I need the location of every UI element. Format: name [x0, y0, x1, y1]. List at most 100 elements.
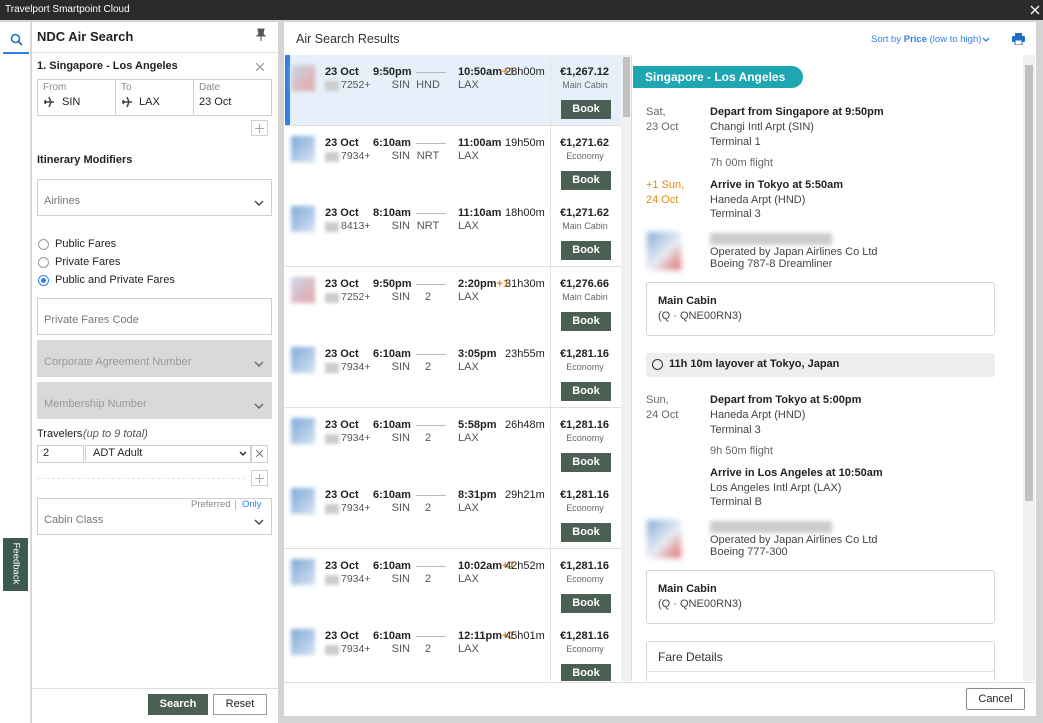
arrive-time: 5:58pm [458, 418, 497, 431]
airline-logo [291, 65, 315, 91]
origin: SIN [391, 431, 410, 444]
book-button[interactable]: Book [561, 311, 611, 331]
pin-icon[interactable] [255, 28, 267, 42]
traveler-count-input[interactable] [37, 445, 84, 463]
destination: LAX [458, 220, 479, 232]
depart-time: 6:10am [373, 136, 411, 149]
origin: SIN [391, 290, 410, 303]
traveler-type-select[interactable] [85, 445, 251, 463]
book-button[interactable]: Book [561, 241, 611, 260]
book-button[interactable]: Book [561, 100, 611, 119]
flight-time: 7h 00m flight [710, 157, 773, 169]
radio-button[interactable] [38, 239, 49, 250]
book-button[interactable]: Book [561, 170, 611, 190]
date: 23 Oct [325, 66, 359, 78]
to-field[interactable] [115, 79, 194, 116]
feedback-label[interactable]: Feedback [10, 542, 22, 585]
membership-input [37, 382, 272, 419]
book-button[interactable]: Book [561, 452, 611, 472]
sort-chevron [982, 37, 990, 42]
radio-label[interactable]: Private Fares [55, 256, 121, 268]
cabin-name: Main Cabin [658, 583, 717, 595]
depart-airport: Changi Intl Arpt (SIN) [710, 121, 814, 133]
flight-number: 7934+ [341, 643, 371, 655]
origin: SIN [391, 643, 410, 655]
arrive-time: 10:02am [458, 559, 503, 572]
segment-title: 1. Singapore - Los Angeles [37, 60, 178, 72]
price-column [550, 548, 551, 619]
scrollbar-thumb [623, 57, 630, 117]
result-row[interactable]: 23 Oct 6:10am 7934+ SIN 2 5:58pm LAX 26h48m €1,2… [285, 407, 621, 479]
airline-name-blurred [710, 233, 832, 245]
price-column [550, 125, 551, 196]
price-column [550, 196, 551, 266]
via: NRT [416, 220, 440, 232]
airline-name-blurred [325, 363, 339, 373]
radio-button[interactable] [38, 257, 49, 268]
operated-by: Operated by Japan Airlines Co Ltd [710, 534, 878, 546]
result-row[interactable]: 23 Oct 6:10am 7934+ SIN 2 8:31pm LAX 29h21m €1,2… [285, 478, 621, 549]
airlines-dropdown[interactable] [37, 179, 272, 216]
cancel-button[interactable]: Cancel [966, 688, 1025, 710]
sort-control[interactable]: Sort by Price (low to high) [871, 34, 981, 45]
arrive-time: 12:11pm [458, 630, 503, 642]
window-title: Travelport Smartpoint Cloud [5, 4, 130, 15]
result-row[interactable]: 23 Oct 8:10am 8413+ SIN NRT 11:10am LAX 18h00m €… [285, 196, 621, 267]
destination: LAX [458, 502, 479, 514]
from-field[interactable] [37, 79, 116, 116]
cabin-name: Main Cabin [658, 295, 717, 307]
date: 23 Oct [325, 277, 359, 290]
airline-logo [291, 417, 315, 444]
duration: 18h00m [505, 207, 545, 219]
duration: 42h52m [505, 559, 545, 572]
remove-segment[interactable] [256, 63, 264, 71]
book-button[interactable]: Book [561, 593, 611, 613]
book-button[interactable]: Book [561, 664, 611, 681]
depart-time: 8:10am [373, 207, 411, 219]
result-row[interactable]: 23 Oct 6:10am 7934+ SIN 2 3:05pm LAX 23h55m €1,2… [285, 337, 621, 408]
date-field[interactable] [193, 79, 272, 116]
print-icon[interactable] [1012, 33, 1025, 45]
result-row[interactable]: 23 Oct 6:10am 7934+ SIN 2 12:11pm+1 LAX 45h01m €… [285, 619, 621, 681]
close-window[interactable] [1030, 5, 1040, 15]
chevron [254, 519, 264, 525]
search-button[interactable]: Search [148, 694, 208, 715]
only-option[interactable]: Only [242, 499, 262, 510]
destination: LAX [458, 149, 479, 162]
depart-time: 9:50pm [373, 277, 412, 290]
route-line [416, 424, 446, 426]
arrive-day: +1 Sun, [646, 179, 685, 191]
duration: 45h01m [505, 630, 545, 642]
airline-logo [291, 488, 315, 514]
radio-label[interactable]: Public and Private Fares [55, 274, 175, 286]
price: €1,281.16 [560, 348, 609, 360]
airline-logo [291, 276, 315, 303]
to-label: To [121, 82, 132, 93]
price: €1,271.62 [560, 207, 609, 219]
private-fares-code-input[interactable] [37, 298, 272, 335]
reset-button[interactable]: Reset [213, 694, 267, 715]
cabin: Main Cabin [562, 291, 608, 302]
date-label: Date [199, 82, 221, 93]
result-row[interactable]: 23 Oct 6:10am 7934+ SIN 2 10:02am+1 LAX 42h52m €… [285, 548, 621, 620]
route-line [416, 565, 446, 567]
cabin: Economy [566, 362, 604, 372]
results-title: Air Search Results [296, 32, 400, 46]
result-row[interactable]: 23 Oct 9:50pm 7252+ SIN 2 2:20pm+1 LAX 31h30m €1… [285, 266, 621, 338]
radio-label[interactable]: Public Fares [55, 238, 117, 250]
details-panel: Singapore - Los Angeles Sat, 23 Oct Depart … [633, 55, 1036, 681]
clock-icon [652, 359, 663, 370]
feedback-tab[interactable] [3, 538, 28, 591]
book-button[interactable]: Book [561, 523, 611, 542]
search-tab[interactable] [3, 26, 29, 54]
book-button[interactable]: Book [561, 382, 611, 401]
result-row[interactable]: 23 Oct 9:50pm 7252+ SIN HND 10:50am+1 LAX 28h00… [285, 55, 621, 126]
preferred-option[interactable]: Preferred [191, 499, 231, 510]
cabin: Economy [566, 503, 604, 513]
membership-placeholder: Membership Number [44, 398, 147, 410]
cabin-class-dropdown[interactable] [37, 498, 272, 535]
price-column [550, 55, 551, 125]
arrive: 2:20pm+1 [458, 278, 509, 290]
sort-prefix: Sort by [871, 34, 902, 45]
result-row[interactable]: 23 Oct 6:10am 7934+ SIN NRT 11:00am LAX 19h50m €… [285, 125, 621, 197]
